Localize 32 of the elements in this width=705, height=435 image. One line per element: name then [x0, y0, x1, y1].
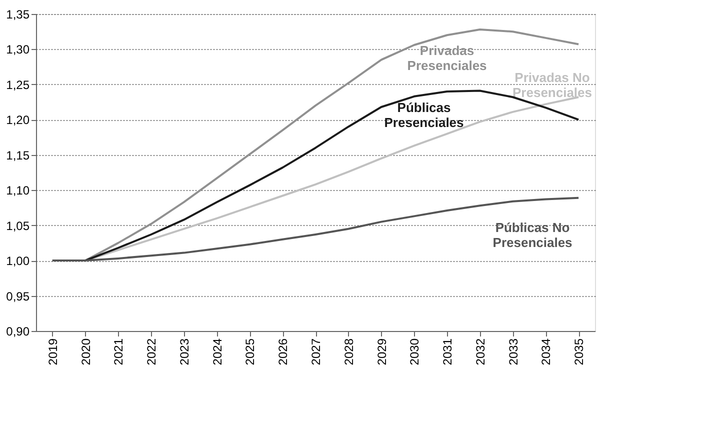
x-tick-label: 2031 — [440, 338, 455, 366]
y-tick-label: 1,35 — [6, 8, 30, 22]
x-tick-label: 2023 — [177, 338, 192, 366]
y-tick-label: 1,00 — [6, 254, 30, 268]
x-tick-label: 2024 — [210, 338, 224, 366]
y-tick-label: 1,20 — [6, 113, 30, 128]
x-tick-label: 2035 — [572, 338, 586, 366]
series-label: Privadas Presenciales — [407, 42, 487, 73]
x-tick-label: 2030 — [408, 338, 422, 366]
x-tick-label: 2021 — [112, 338, 126, 366]
series-label: Públicas No Presenciales — [492, 220, 572, 250]
x-tick-label: 2026 — [276, 338, 290, 366]
x-tick-label: 2034 — [539, 338, 554, 366]
x-tick-label: 2022 — [144, 338, 159, 366]
y-tick-label: 1,10 — [6, 184, 30, 198]
y-tick-label: 0,90 — [6, 324, 30, 338]
y-tick-label: 0,95 — [6, 289, 30, 304]
line-series — [51, 196, 580, 262]
x-tick-label: 2029 — [374, 338, 389, 366]
series-label: Privadas No Presenciales — [512, 70, 592, 100]
y-tick-label: 1,15 — [6, 148, 30, 162]
x-tick-label: 2025 — [243, 338, 258, 366]
y-tick-label: 1,05 — [6, 218, 30, 233]
y-tick-label: 1,30 — [6, 42, 30, 57]
x-tick-label: 2028 — [342, 338, 356, 366]
x-tick-label: 2033 — [506, 338, 520, 366]
y-tick-label: 1,25 — [6, 78, 30, 92]
x-tick-label: 2032 — [473, 338, 488, 366]
series-label: Públicas Presenciales — [384, 100, 464, 130]
x-tick-label: 2020 — [78, 338, 93, 366]
x-tick-label: 2019 — [46, 338, 60, 366]
x-tick-label: 2027 — [309, 338, 323, 366]
